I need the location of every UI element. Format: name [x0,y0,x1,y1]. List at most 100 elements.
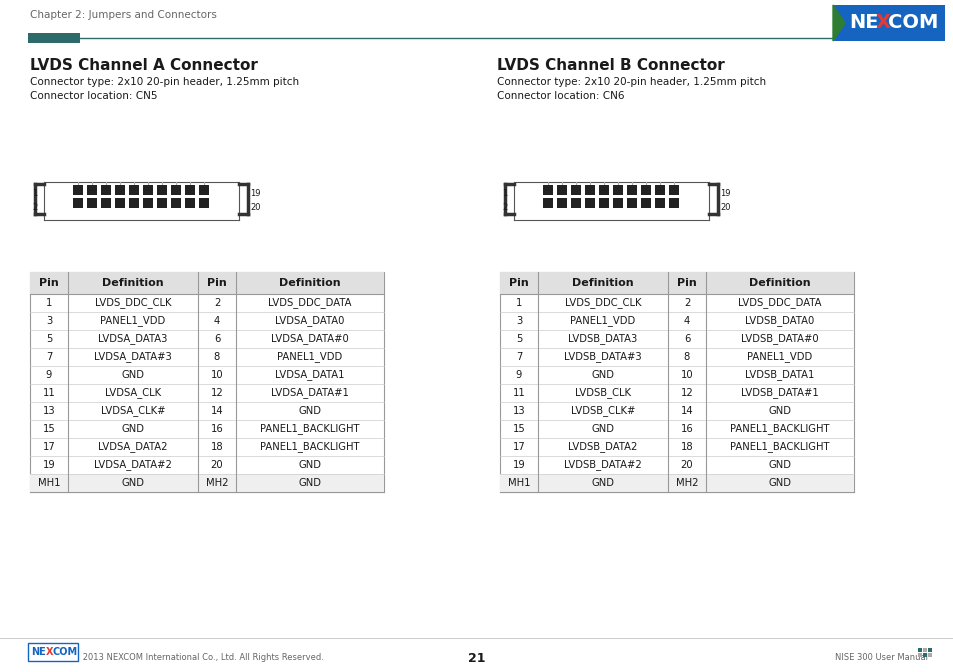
Bar [669,198,679,208]
Bar [557,198,567,208]
Text: 11: 11 [43,388,55,398]
Text: 1: 1 [46,298,52,308]
Text: 20: 20 [720,202,730,212]
Bar [172,198,181,208]
Bar [157,185,168,195]
Text: 2: 2 [501,202,507,212]
Text: 1: 1 [32,190,37,198]
Bar [115,198,126,208]
Bar [923,653,926,657]
Text: 4: 4 [683,316,689,326]
Bar [30,272,384,492]
Text: GND: GND [298,460,321,470]
Text: GND: GND [298,478,321,488]
Text: Connector location: CN6: Connector location: CN6 [497,91,624,101]
Bar [917,653,921,657]
Text: GND: GND [298,406,321,416]
Text: 19: 19 [43,460,55,470]
Bar [557,185,567,195]
Text: 20: 20 [680,460,693,470]
Text: MH1: MH1 [38,478,60,488]
Bar [88,198,97,208]
Bar [199,198,210,208]
Text: 6: 6 [213,334,220,344]
Text: GND: GND [591,424,614,434]
Text: 6: 6 [683,334,689,344]
Text: 14: 14 [211,406,223,416]
Text: 13: 13 [43,406,55,416]
Text: 12: 12 [211,388,223,398]
Text: MH1: MH1 [507,478,530,488]
Text: 19: 19 [512,460,525,470]
Bar [172,185,181,195]
Text: LVDSB_DATA1: LVDSB_DATA1 [744,370,814,380]
Text: LVDS Channel B Connector: LVDS Channel B Connector [497,58,724,73]
Text: 4: 4 [213,316,220,326]
Bar [613,198,623,208]
Text: 2: 2 [683,298,689,308]
Bar [185,185,195,195]
Text: 13: 13 [512,406,525,416]
Bar [585,185,595,195]
Text: LVDS_DDC_DATA: LVDS_DDC_DATA [738,298,821,308]
Text: 1: 1 [516,298,521,308]
Bar [655,185,665,195]
Text: 21: 21 [468,651,485,665]
Text: Connector location: CN5: Connector location: CN5 [30,91,157,101]
Text: GND: GND [768,478,791,488]
Bar [917,648,921,652]
Bar [185,198,195,208]
Text: GND: GND [591,478,614,488]
Bar [571,198,581,208]
Text: LVDSB_DATA3: LVDSB_DATA3 [568,333,637,345]
Bar [499,272,853,492]
Bar [598,198,609,208]
Text: LVDSB_DATA#3: LVDSB_DATA#3 [563,351,641,362]
Bar [543,198,553,208]
Text: GND: GND [121,424,144,434]
Text: 19: 19 [720,190,730,198]
Text: NE: NE [848,13,878,32]
Bar [655,198,665,208]
Text: LVDSA_CLK#: LVDSA_CLK# [101,405,165,417]
Text: LVDSA_DATA#1: LVDSA_DATA#1 [271,388,349,398]
Bar [28,643,78,661]
Text: 10: 10 [680,370,693,380]
Text: LVDSA_DATA3: LVDSA_DATA3 [98,333,168,345]
Bar [130,198,139,208]
Text: LVDSA_DATA#3: LVDSA_DATA#3 [94,351,172,362]
Bar [923,648,926,652]
Text: Definition: Definition [102,278,164,288]
Bar [28,33,80,43]
Text: 9: 9 [516,370,521,380]
Text: PANEL1_VDD: PANEL1_VDD [277,351,342,362]
Bar [30,474,384,492]
Text: LVDSA_DATA1: LVDSA_DATA1 [275,370,344,380]
Text: 8: 8 [683,352,689,362]
Text: PANEL1_VDD: PANEL1_VDD [746,351,812,362]
Text: LVDS_DDC_DATA: LVDS_DDC_DATA [268,298,352,308]
Text: 18: 18 [211,442,223,452]
Text: GND: GND [591,370,614,380]
Bar [143,198,153,208]
Text: 9: 9 [46,370,52,380]
Bar [640,198,651,208]
Bar [199,185,210,195]
Text: LVDSB_CLK: LVDSB_CLK [575,388,630,398]
Text: 10: 10 [211,370,223,380]
Text: LVDS_DDC_CLK: LVDS_DDC_CLK [564,298,640,308]
Text: LVDSB_DATA2: LVDSB_DATA2 [568,442,637,452]
Text: Definition: Definition [572,278,633,288]
Text: 15: 15 [43,424,55,434]
Bar [499,272,853,294]
Text: LVDS_DDC_CLK: LVDS_DDC_CLK [94,298,172,308]
Bar [543,185,553,195]
Text: COM: COM [53,647,78,657]
Bar [73,185,84,195]
Text: 19: 19 [250,190,260,198]
Bar [598,185,609,195]
Bar [585,198,595,208]
Text: LVDSA_DATA#0: LVDSA_DATA#0 [271,333,349,345]
Text: Pin: Pin [207,278,227,288]
Polygon shape [832,5,844,41]
